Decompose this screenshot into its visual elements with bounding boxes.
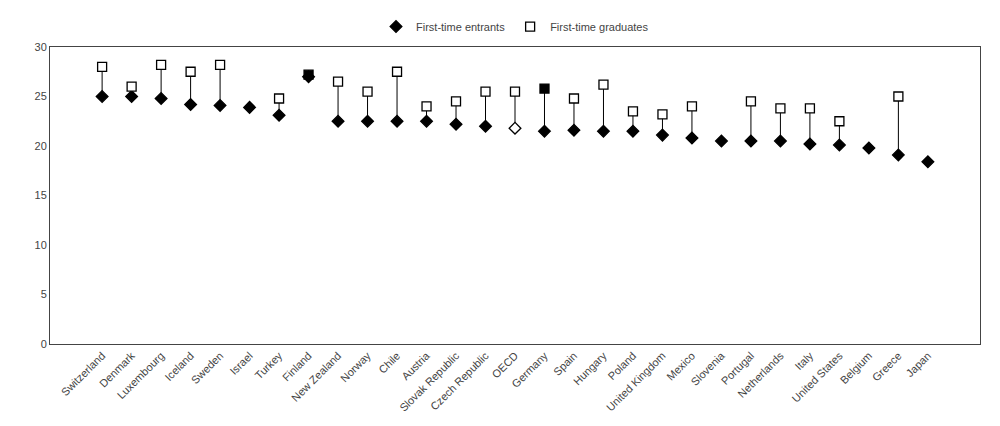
svg-text:OECD: OECD — [489, 349, 520, 380]
svg-text:Greece: Greece — [870, 350, 904, 384]
svg-text:20: 20 — [35, 140, 47, 152]
svg-text:Slovenia: Slovenia — [688, 349, 727, 388]
svg-text:Finland: Finland — [280, 350, 314, 384]
svg-text:Netherlands: Netherlands — [735, 349, 786, 400]
svg-text:0: 0 — [41, 338, 47, 350]
svg-text:Japan: Japan — [903, 350, 933, 380]
svg-text:Germany: Germany — [509, 349, 550, 390]
svg-text:Hungary: Hungary — [571, 349, 609, 387]
svg-text:Slovak Republic: Slovak Republic — [397, 349, 462, 414]
svg-text:Czech Republic: Czech Republic — [428, 349, 491, 412]
svg-text:Denmark: Denmark — [97, 349, 137, 389]
svg-text:10: 10 — [35, 239, 47, 251]
svg-text:30: 30 — [35, 41, 47, 53]
svg-text:15: 15 — [35, 189, 47, 201]
svg-text:United States: United States — [790, 349, 846, 405]
svg-text:First-time graduates: First-time graduates — [550, 21, 648, 33]
svg-text:Turkey: Turkey — [252, 349, 284, 381]
svg-text:Chile: Chile — [376, 350, 402, 376]
svg-text:Belgium: Belgium — [838, 350, 875, 387]
svg-text:Italy: Italy — [792, 349, 815, 372]
svg-text:Switzerland: Switzerland — [59, 350, 108, 399]
svg-text:Iceland: Iceland — [162, 350, 196, 384]
svg-text:Norway: Norway — [338, 349, 373, 384]
svg-text:Austria: Austria — [399, 349, 432, 382]
svg-text:25: 25 — [35, 90, 47, 102]
svg-text:Mexico: Mexico — [664, 350, 697, 383]
svg-text:First-time entrants: First-time entrants — [416, 21, 505, 33]
svg-text:Luxembourg: Luxembourg — [115, 350, 167, 402]
svg-text:United Kingdom: United Kingdom — [604, 350, 668, 414]
svg-text:Portugal: Portugal — [719, 350, 756, 387]
svg-text:Poland: Poland — [606, 350, 639, 383]
svg-text:Spain: Spain — [551, 350, 579, 378]
svg-text:Sweden: Sweden — [189, 350, 226, 387]
svg-text:New Zealand: New Zealand — [289, 350, 343, 404]
svg-text:Israel: Israel — [227, 350, 255, 378]
svg-text:5: 5 — [41, 288, 47, 300]
